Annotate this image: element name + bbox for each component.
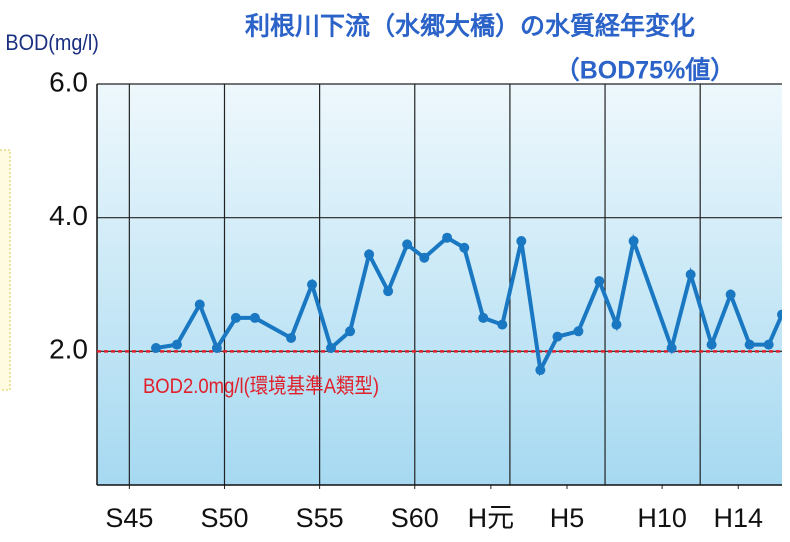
point: [535, 365, 546, 376]
point: [725, 289, 736, 300]
point: [611, 319, 622, 330]
chart-subtitle: （BOD75%値）: [555, 56, 736, 85]
point: [150, 342, 161, 353]
point: [628, 236, 639, 247]
x-tick-label: H10: [637, 503, 687, 533]
point: [364, 249, 375, 260]
x-tick-label: H14: [713, 503, 763, 533]
point: [516, 236, 527, 247]
point: [763, 339, 774, 350]
point: [552, 331, 563, 342]
point: [345, 326, 356, 337]
x-tick-label: H元: [468, 503, 515, 533]
y-tick-label: 2.0: [49, 334, 88, 365]
point: [383, 286, 394, 297]
point: [685, 269, 696, 280]
point: [459, 242, 470, 253]
point: [326, 342, 337, 353]
point: [307, 279, 318, 290]
point: [777, 309, 782, 320]
x-tick-label: S55: [296, 503, 344, 533]
series-group: [150, 232, 782, 377]
reference-label: BOD2.0mg/l(環境基準A類型): [143, 375, 379, 398]
side-box: [0, 149, 11, 391]
point: [744, 339, 755, 350]
point: [402, 239, 413, 250]
point: [442, 232, 453, 243]
chart-title: 利根川下流（水郷大橋）の水質経年変化: [245, 12, 695, 41]
line: [155, 233, 782, 377]
y-tick-label: 6.0: [49, 66, 88, 97]
plot-area: [97, 84, 782, 485]
y-tick-label: 4.0: [49, 200, 88, 231]
point: [594, 276, 605, 287]
point: [211, 342, 222, 353]
point: [171, 339, 182, 350]
point: [419, 252, 430, 263]
x-tick-label: S50: [200, 503, 248, 533]
point: [286, 332, 297, 343]
point: [573, 326, 584, 337]
x-tick-label: H5: [550, 503, 585, 533]
x-tick-label: S60: [391, 503, 439, 533]
point: [497, 319, 508, 330]
y-axis-label: BOD(mg/l): [5, 31, 98, 55]
point: [249, 312, 260, 323]
point: [666, 342, 677, 353]
point: [230, 312, 241, 323]
point: [706, 339, 717, 350]
x-tick-label: S45: [105, 503, 153, 533]
point: [478, 312, 489, 323]
point: [194, 299, 205, 310]
